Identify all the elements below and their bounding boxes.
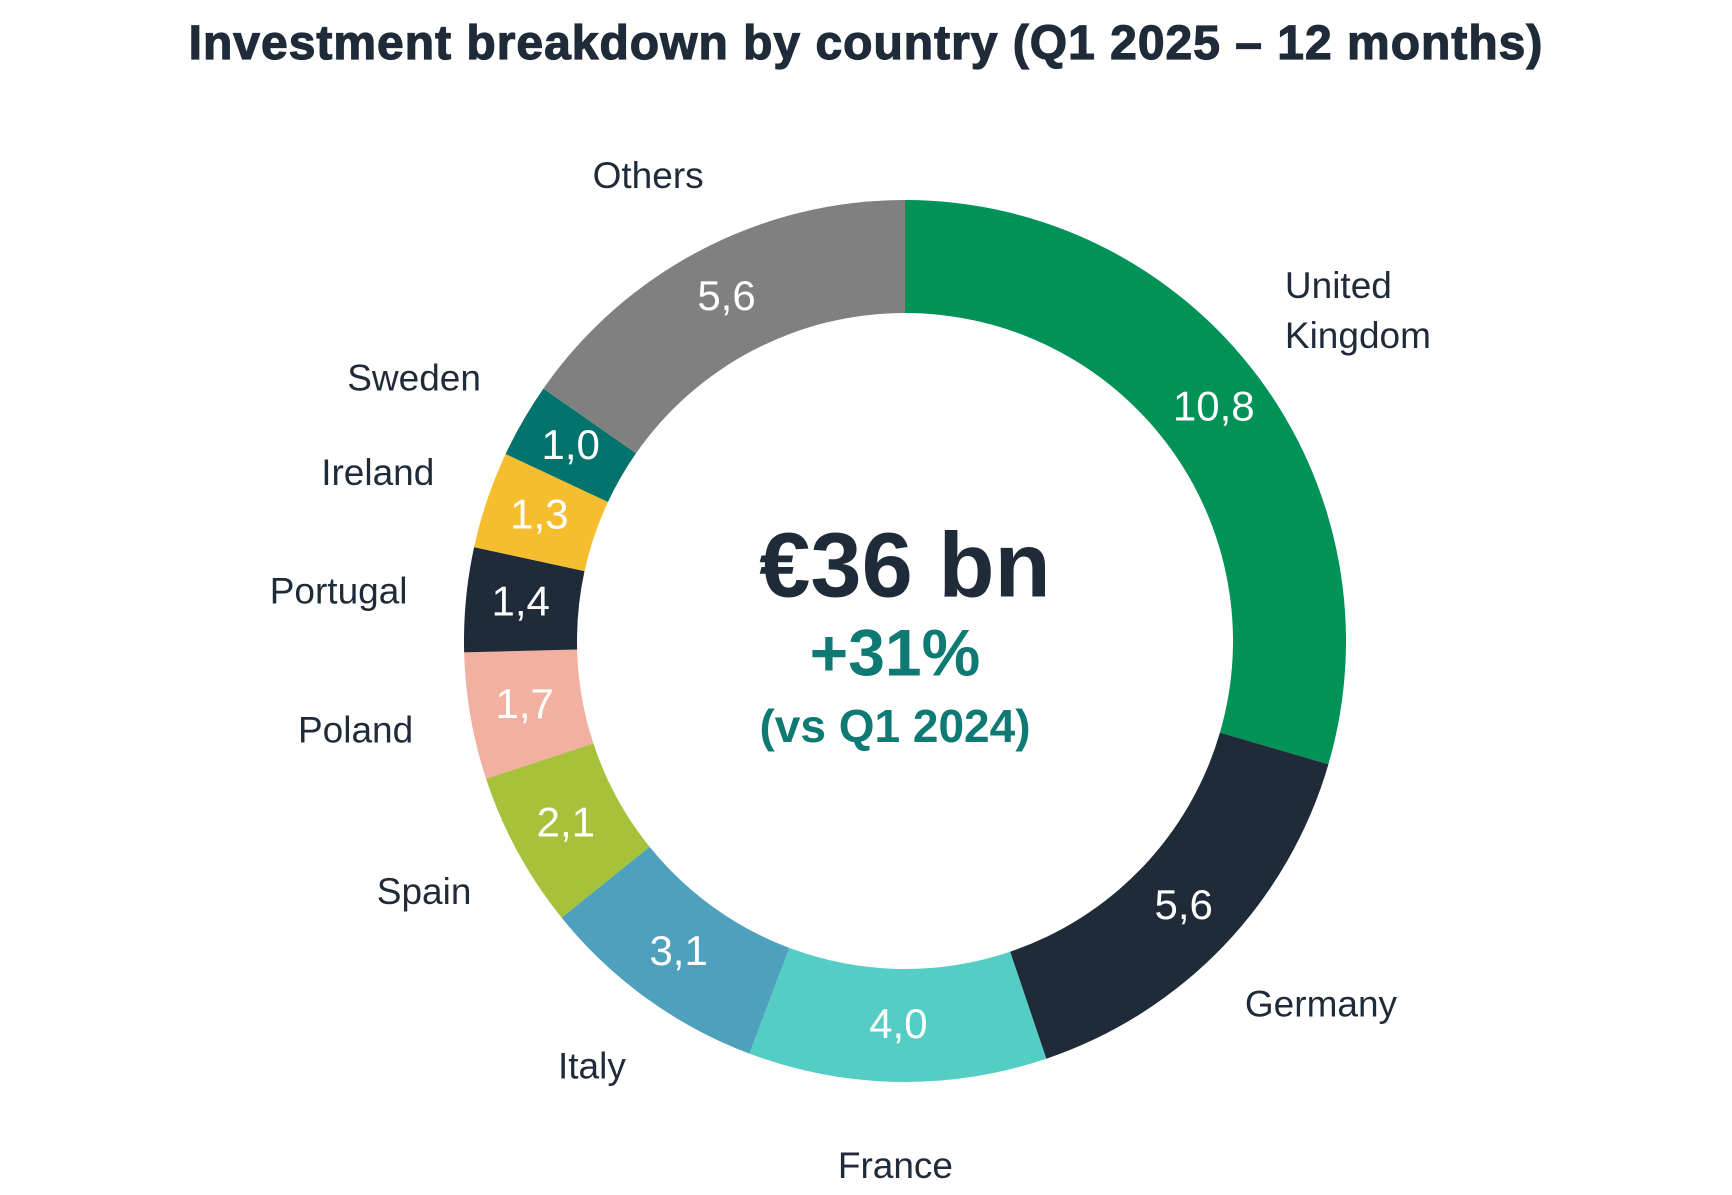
value-label: 1,0 — [542, 421, 600, 468]
slice — [486, 743, 650, 918]
category-label: Sweden — [347, 357, 481, 399]
slice — [474, 454, 608, 572]
category-label: Ireland — [321, 451, 435, 493]
category-label: United Kingdom — [1284, 264, 1431, 356]
category-label: Portugal — [269, 570, 408, 612]
value-label: 1,3 — [510, 490, 568, 537]
value-label: 5,6 — [697, 272, 755, 319]
center-note: (vs Q1 2024) — [759, 700, 1030, 752]
slice — [464, 547, 585, 653]
value-label: 1,7 — [495, 680, 553, 727]
category-label: France — [837, 1144, 953, 1186]
category-label: Poland — [297, 709, 414, 751]
slice — [561, 846, 790, 1054]
slice — [905, 200, 1346, 765]
slice — [505, 388, 637, 502]
slice — [1010, 732, 1329, 1059]
chart-title: Investment breakdown by country (Q1 2025… — [188, 16, 1544, 70]
value-label: 10,8 — [1173, 382, 1255, 429]
category-label: Italy — [557, 1045, 626, 1087]
category-label: Others — [592, 154, 704, 196]
value-label: 4,0 — [869, 1000, 927, 1047]
value-label: 5,6 — [1155, 881, 1213, 928]
category-label: Spain — [376, 870, 472, 912]
slice — [464, 649, 594, 779]
category-label: Germany — [1244, 983, 1398, 1025]
slice — [543, 199, 905, 454]
value-label: 3,1 — [649, 927, 707, 974]
slice — [749, 947, 1047, 1082]
center-growth: +31% — [810, 615, 981, 689]
value-label: 1,4 — [492, 578, 550, 625]
center-total: €36 bn — [759, 514, 1050, 616]
value-label: 2,1 — [537, 798, 595, 845]
